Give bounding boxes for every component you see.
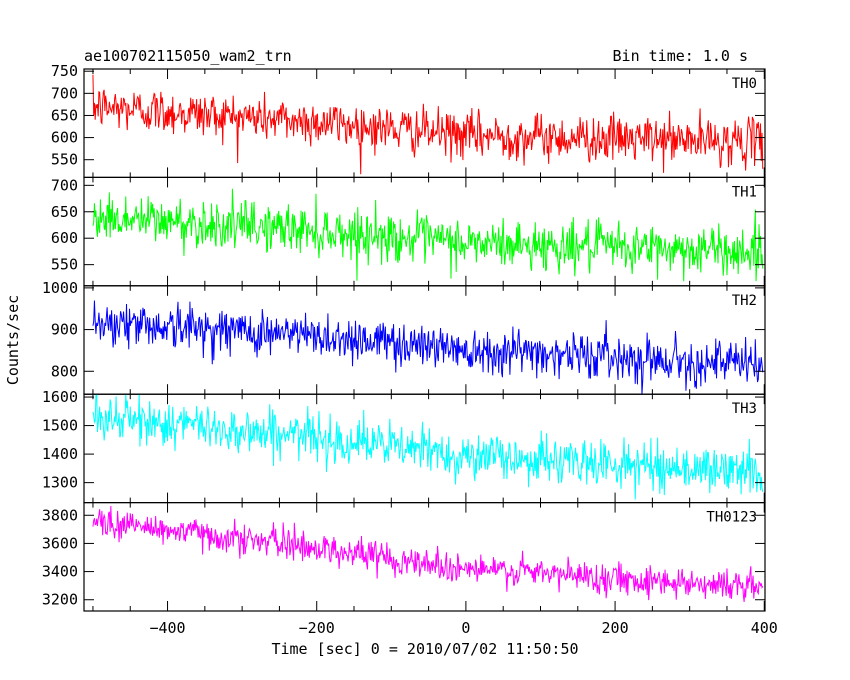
panel-label: TH3 xyxy=(732,401,757,417)
panel-th0123: 3200 3400 3600 3800 TH0123 xyxy=(42,502,766,612)
y-tick-label: 600 xyxy=(51,129,78,147)
y-tick-label: 900 xyxy=(51,321,78,339)
series-line-th2 xyxy=(92,300,764,395)
y-tick-label: 1500 xyxy=(42,417,78,435)
y-tick-label: 750 xyxy=(51,62,78,80)
panel-label: TH0123 xyxy=(706,510,757,526)
panels: 550 600 650 700 750 TH0 550 600 650 700 TH1 800 900 1… xyxy=(42,62,778,637)
y-tick-label: 550 xyxy=(51,151,78,169)
x-tick-label: −400 xyxy=(149,619,185,637)
chart-title: ae100702115050_wam2_trn xyxy=(84,47,292,65)
series-line-th1 xyxy=(92,188,764,282)
y-tick-label: 650 xyxy=(51,203,78,221)
y-tick-label: 1000 xyxy=(42,279,78,297)
y-tick-label: 3400 xyxy=(42,563,78,581)
x-axis-title: Time [sec] 0 = 2010/07/02 11:50:50 xyxy=(271,640,578,658)
panel-frame xyxy=(83,393,766,504)
y-tick-label: 1300 xyxy=(42,474,78,492)
panel-frame xyxy=(83,502,766,612)
y-tick-label: 3200 xyxy=(42,591,78,609)
x-tick-label: 400 xyxy=(751,619,778,637)
series-line-th0123 xyxy=(92,505,764,602)
series-line-th0 xyxy=(92,74,764,175)
x-tick-label: 0 xyxy=(461,619,470,637)
panel-label: TH1 xyxy=(732,184,757,200)
y-tick-label: 700 xyxy=(51,84,78,102)
panel-th1: 550 600 650 700 TH1 xyxy=(51,176,766,287)
y-tick-label: 650 xyxy=(51,106,78,124)
bin-time-label: Bin time: 1.0 s xyxy=(613,47,748,65)
panel-th2: 800 900 1000 TH2 xyxy=(42,279,766,395)
y-tick-label: 1400 xyxy=(42,445,78,463)
panel-frame xyxy=(83,285,766,395)
panel-label: TH2 xyxy=(732,293,757,309)
series-line-th3 xyxy=(92,394,764,500)
panel-label: TH0 xyxy=(732,76,757,92)
y-tick-label: 700 xyxy=(51,176,78,194)
y-tick-label: 3600 xyxy=(42,534,78,552)
panel-th0: 550 600 650 700 750 TH0 xyxy=(51,62,766,179)
y-tick-label: 1600 xyxy=(42,388,78,406)
x-tick-label: −200 xyxy=(299,619,335,637)
x-tick-label: 200 xyxy=(602,619,629,637)
y-axis-title: Counts/sec xyxy=(4,295,22,385)
y-tick-label: 600 xyxy=(51,229,78,247)
y-tick-label: 550 xyxy=(51,256,78,274)
y-tick-label: 800 xyxy=(51,362,78,380)
y-tick-label: 3800 xyxy=(42,506,78,524)
panel-th3: 1300 1400 1500 1600 TH3 xyxy=(42,388,766,504)
